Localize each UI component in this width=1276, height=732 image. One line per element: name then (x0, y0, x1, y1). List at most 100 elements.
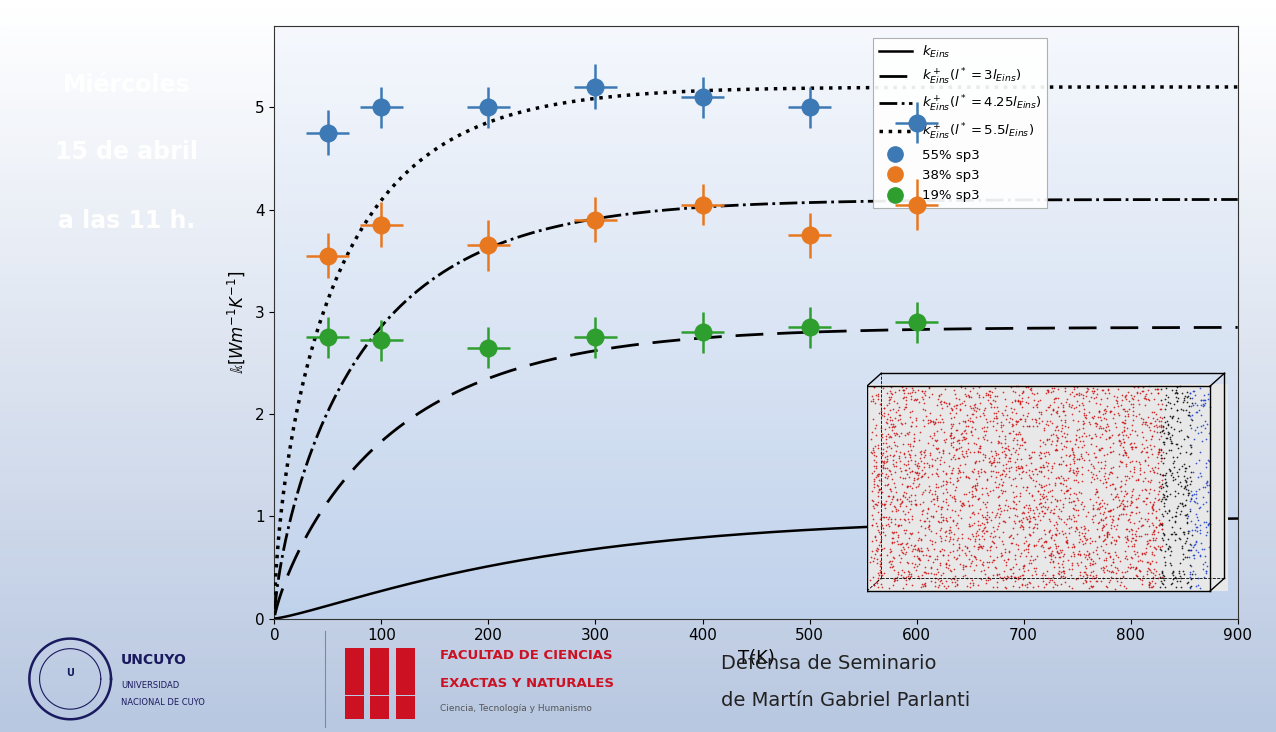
Bar (274, 430, 1238, 441)
Bar (0, 293, 1276, 302)
Bar (0, 119, 1276, 128)
Bar (345, 672, 364, 695)
Bar (274, 381, 1238, 391)
Bar (0, 0, 1276, 9)
Bar (0, 348, 1276, 357)
Bar (274, 371, 1238, 381)
Bar (274, 26, 1238, 35)
Bar (274, 471, 1238, 480)
Bar (0, 394, 1276, 403)
Bar (274, 203, 1238, 213)
Bar (0, 448, 1276, 458)
Bar (274, 332, 1238, 342)
X-axis label: T(K): T(K) (738, 649, 775, 667)
Bar (274, 213, 1238, 223)
Text: U: U (66, 668, 74, 678)
Bar (274, 105, 1238, 114)
Bar (0, 668, 1276, 677)
Bar (0, 687, 1276, 695)
Bar (274, 411, 1238, 421)
Bar (0, 586, 1276, 594)
Bar (0, 439, 1276, 448)
Text: a las 11 h.: a las 11 h. (59, 209, 195, 233)
Y-axis label: $\mathbb{k}[Wm^{-1}K^{-1}]$: $\mathbb{k}[Wm^{-1}K^{-1}]$ (225, 270, 246, 374)
Bar (0, 594, 1276, 604)
Bar (274, 441, 1238, 450)
Bar (274, 609, 1238, 619)
Bar (274, 134, 1238, 144)
Bar (0, 504, 1276, 512)
Bar (0, 155, 1276, 165)
Bar (274, 352, 1238, 362)
Bar (0, 485, 1276, 494)
Bar (0, 458, 1276, 467)
Bar (0, 714, 1276, 723)
Bar (274, 193, 1238, 203)
Bar (274, 184, 1238, 193)
Bar (0, 55, 1276, 64)
Bar (274, 233, 1238, 243)
Bar (274, 223, 1238, 233)
Bar (274, 520, 1238, 530)
Bar (274, 480, 1238, 490)
Bar (0, 228, 1276, 238)
Bar (0, 18, 1276, 27)
Bar (0, 494, 1276, 504)
Bar (0, 558, 1276, 567)
Bar (274, 154, 1238, 164)
Bar (0, 521, 1276, 531)
Bar (345, 696, 364, 720)
Bar (0, 366, 1276, 375)
Bar (274, 391, 1238, 401)
Bar (0, 411, 1276, 421)
Bar (274, 94, 1238, 105)
Bar (274, 292, 1238, 302)
Bar (274, 65, 1238, 75)
Bar (345, 648, 364, 671)
Bar (274, 530, 1238, 539)
Bar (0, 83, 1276, 92)
Bar (0, 567, 1276, 577)
Bar (274, 283, 1238, 292)
Bar (274, 421, 1238, 430)
Bar (0, 45, 1276, 55)
Bar (0, 512, 1276, 521)
Bar (370, 648, 389, 671)
Bar (274, 362, 1238, 372)
Bar (274, 569, 1238, 579)
Bar (0, 92, 1276, 100)
Bar (0, 403, 1276, 411)
Bar (274, 272, 1238, 283)
Bar (0, 640, 1276, 650)
Text: EXACTAS Y NATURALES: EXACTAS Y NATURALES (440, 676, 614, 690)
Text: de Martín Gabriel Parlanti: de Martín Gabriel Parlanti (721, 691, 970, 709)
Bar (0, 101, 1276, 110)
Bar (0, 138, 1276, 146)
Bar (274, 144, 1238, 154)
Bar (0, 10, 1276, 18)
Bar (0, 73, 1276, 83)
Bar (0, 174, 1276, 183)
Bar (0, 695, 1276, 704)
Bar (0, 531, 1276, 540)
Bar (0, 321, 1276, 329)
Bar (0, 659, 1276, 668)
Bar (0, 476, 1276, 485)
Text: FACULTAD DE CIENCIAS: FACULTAD DE CIENCIAS (440, 649, 612, 662)
Bar (0, 256, 1276, 266)
Bar (274, 302, 1238, 313)
Bar (0, 631, 1276, 640)
Bar (396, 696, 415, 720)
Bar (274, 509, 1238, 520)
Bar (0, 540, 1276, 549)
Bar (396, 648, 415, 671)
Bar (0, 201, 1276, 210)
Bar (0, 193, 1276, 201)
Bar (274, 460, 1238, 471)
Bar (370, 672, 389, 695)
Bar (274, 549, 1238, 559)
Bar (274, 500, 1238, 509)
Bar (0, 604, 1276, 613)
Bar (274, 589, 1238, 599)
Bar (0, 165, 1276, 174)
